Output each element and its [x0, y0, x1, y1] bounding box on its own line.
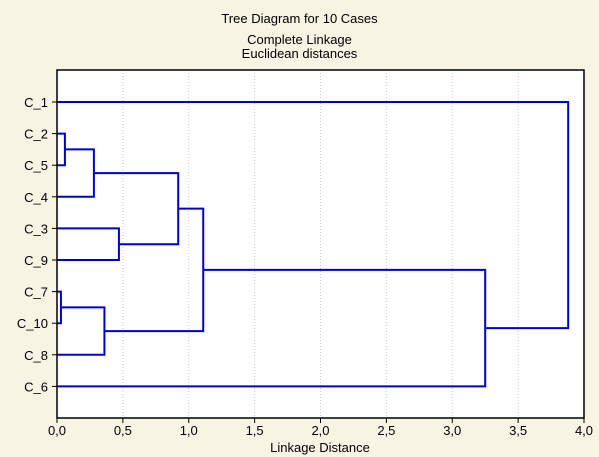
x-tick-label: 2,5	[377, 423, 395, 438]
x-tick-label: 1,5	[246, 423, 264, 438]
case-label: C_5	[24, 158, 48, 173]
x-axis-ticks: 0,0 0,5 1,0 1,5 2,0 2,5 3,0 3,5 4,0	[48, 418, 593, 438]
x-axis-label: Linkage Distance	[270, 440, 370, 455]
x-tick-label: 2,0	[311, 423, 329, 438]
x-tick-label: 3,0	[443, 423, 461, 438]
x-tick-label: 0,5	[114, 423, 132, 438]
chart-title: Tree Diagram for 10 Cases	[221, 11, 378, 26]
x-tick-label: 1,0	[180, 423, 198, 438]
x-tick-label: 3,5	[509, 423, 527, 438]
case-label: C_3	[24, 221, 48, 236]
case-label: C_6	[24, 379, 48, 394]
case-label: C_4	[24, 190, 48, 205]
case-label: C_2	[24, 127, 48, 142]
case-label: C_1	[24, 95, 48, 110]
case-labels: C_1 C_2 C_5 C_4 C_3 C_9 C_7 C_10 C_8 C_6	[17, 95, 57, 394]
merge-link	[104, 207, 205, 333]
case-label: C_9	[24, 253, 48, 268]
chart-subtitle-line-2: Euclidean distances	[241, 46, 358, 61]
case-label: C_8	[24, 348, 48, 363]
x-tick-label: 0,0	[48, 423, 66, 438]
merge-link	[57, 101, 570, 330]
case-label: C_7	[24, 285, 48, 300]
case-label: C_10	[17, 316, 48, 331]
chart-subtitle-line-1: Complete Linkage	[247, 32, 352, 47]
tree-layer	[57, 101, 570, 388]
x-tick-label: 4,0	[575, 423, 593, 438]
